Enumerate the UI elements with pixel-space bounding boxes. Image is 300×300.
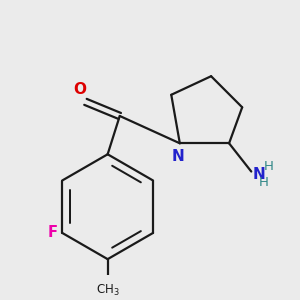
Text: H: H: [263, 160, 273, 173]
Text: CH$_3$: CH$_3$: [96, 283, 119, 298]
Text: H: H: [258, 176, 268, 189]
Text: F: F: [47, 225, 57, 240]
Text: N: N: [253, 167, 266, 182]
Text: O: O: [73, 82, 86, 97]
Text: N: N: [171, 149, 184, 164]
